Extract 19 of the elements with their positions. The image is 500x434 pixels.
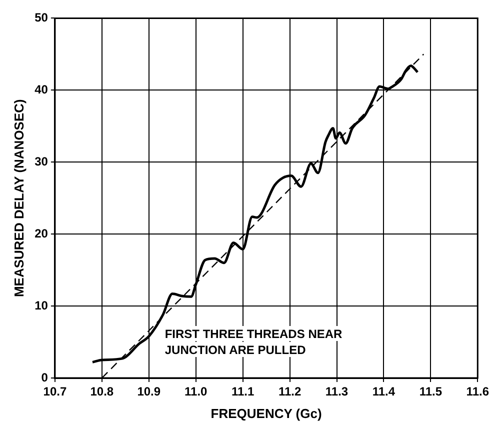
x-tick-label: 11.4 <box>372 384 396 399</box>
y-tick-label: 30 <box>34 154 48 168</box>
x-tick-label: 11.2 <box>278 384 302 399</box>
x-tick-label: 11.6 <box>466 384 490 399</box>
x-tick-label: 10.7 <box>43 384 67 399</box>
y-tick-label: 50 <box>34 10 48 25</box>
y-axis-title: MEASURED DELAY (NANOSEC) <box>11 99 26 298</box>
annotation: FIRST THREE THREADS NEAR JUNCTION ARE PULLED <box>164 327 343 357</box>
y-tick-label: 10 <box>34 298 48 312</box>
y-tick-label: 20 <box>34 226 48 240</box>
x-tick-label: 10.8 <box>90 384 114 399</box>
x-tick-label: 11.0 <box>184 384 208 399</box>
x-tick-label: 11.1 <box>231 384 254 399</box>
x-tick-label: 11.5 <box>419 384 442 399</box>
x-tick-label: 10.9 <box>137 384 161 399</box>
y-tick-label: 40 <box>34 82 48 96</box>
y-tick-label: 0 <box>41 370 48 384</box>
x-axis-title: FREQUENCY (Gc) <box>210 406 322 421</box>
x-tick-label: 11.3 <box>325 384 348 399</box>
